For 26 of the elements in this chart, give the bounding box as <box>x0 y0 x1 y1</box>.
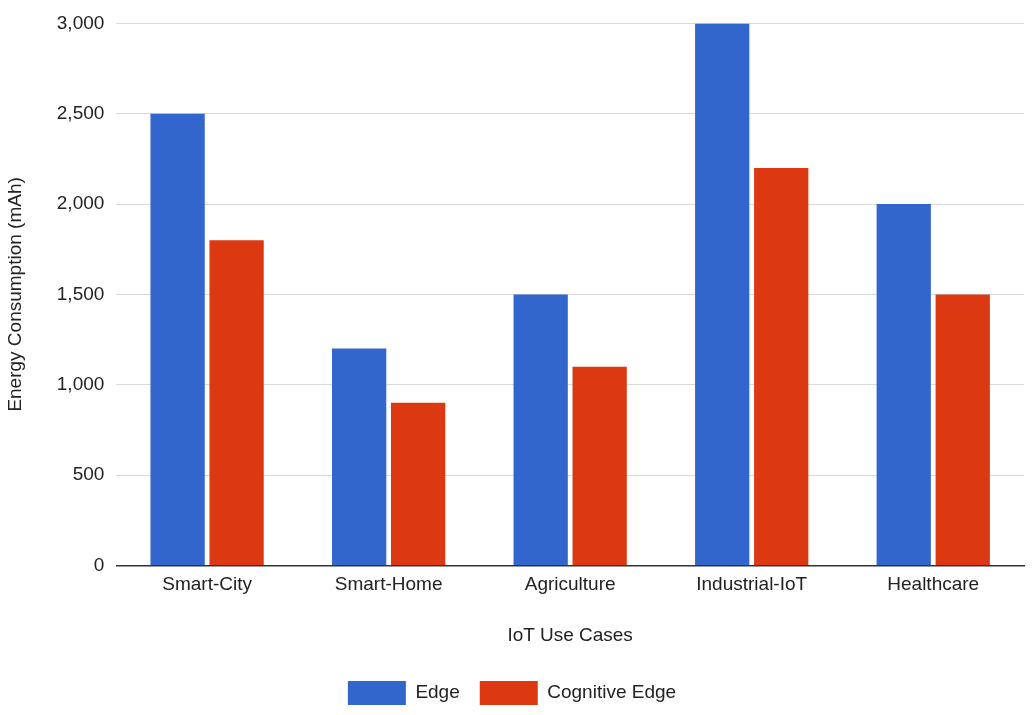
bar <box>754 167 809 565</box>
x-tick-label: Smart-Home <box>334 573 443 595</box>
bar <box>935 294 990 565</box>
bar <box>332 348 387 565</box>
y-tick-label: 500 <box>72 463 105 485</box>
x-tick-label: Healthcare <box>887 573 980 595</box>
bar <box>876 204 931 565</box>
bar <box>150 113 205 565</box>
y-tick-label: 1,000 <box>56 372 105 394</box>
y-tick-label: 2,000 <box>56 192 105 214</box>
x-axis-title: IoT Use Cases <box>507 623 633 645</box>
y-axis-title: Energy Consumption (mAh) <box>3 177 25 412</box>
x-tick-label: Smart-City <box>162 573 253 595</box>
bar <box>572 366 627 565</box>
x-tick-label: Agriculture <box>524 573 616 595</box>
y-tick-label: 3,000 <box>56 11 105 33</box>
bar <box>209 240 264 565</box>
bar <box>695 23 750 565</box>
y-tick-label: 1,500 <box>56 282 105 304</box>
bar <box>513 294 568 565</box>
y-tick-label: 0 <box>93 553 105 575</box>
legend-label: Cognitive Edge <box>547 681 677 703</box>
bar <box>391 402 446 565</box>
y-tick-label: 2,500 <box>56 101 105 123</box>
x-tick-label: Industrial-IoT <box>696 573 808 595</box>
legend-label: Edge <box>415 681 460 703</box>
